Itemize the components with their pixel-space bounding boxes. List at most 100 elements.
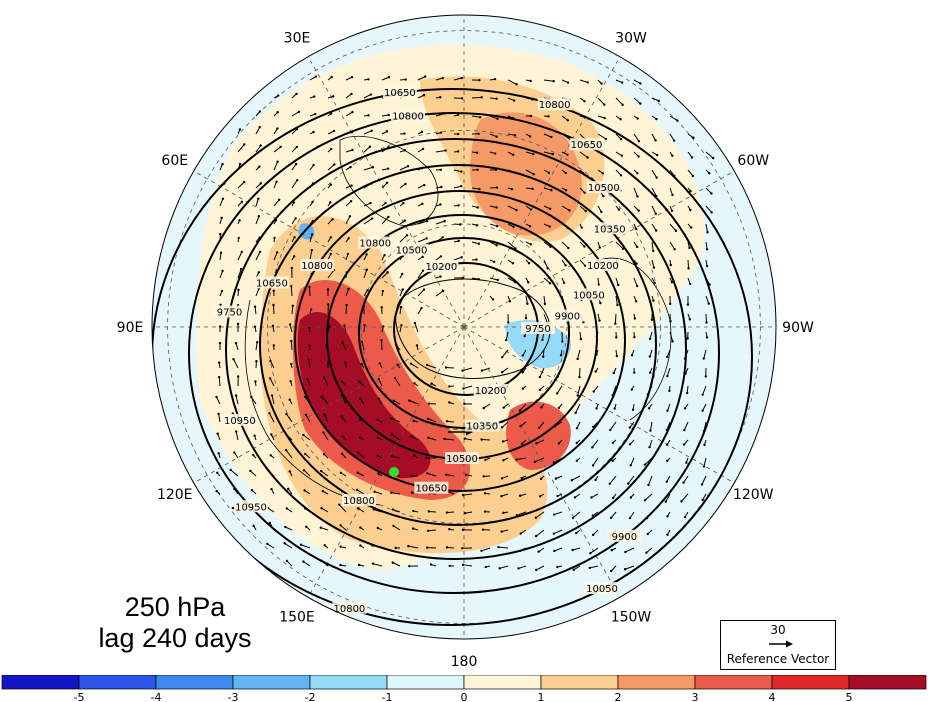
wind-vector-head [507, 321, 510, 324]
wind-vector [391, 455, 401, 459]
wind-vector [666, 421, 671, 431]
wind-vector [255, 145, 262, 153]
wind-vector [591, 439, 599, 448]
wind-vector [518, 565, 527, 569]
wind-vector-head [320, 395, 324, 398]
wind-vector [579, 169, 588, 177]
wind-vector-head [242, 180, 246, 184]
wind-vector-head [634, 300, 638, 303]
wind-vector-head [639, 102, 642, 105]
wind-vector-head [494, 168, 498, 171]
longitude-label: 30W [615, 31, 647, 47]
wind-vector-head [595, 335, 599, 338]
wind-vector-head [236, 322, 240, 326]
wind-vector-head [615, 354, 619, 358]
colorbar-box [232, 675, 311, 690]
wind-vector-head [309, 308, 313, 311]
wind-vector-head [542, 355, 545, 358]
wind-vector-head [538, 375, 542, 379]
wind-vector-head [383, 253, 386, 257]
wind-vector-head [518, 409, 521, 412]
wind-vector-head [636, 245, 639, 249]
wind-vector [633, 277, 638, 287]
wind-vector-head [313, 95, 316, 98]
wind-vector [218, 413, 221, 423]
colorbar-box [386, 675, 465, 690]
wind-vector [703, 349, 707, 359]
wind-vector [703, 421, 707, 432]
wind-vector-head [396, 363, 399, 366]
wind-vector-head [323, 413, 326, 416]
wind-vector [648, 475, 653, 486]
wind-vector [651, 133, 656, 141]
wind-vector [309, 146, 319, 153]
wind-vector-head [461, 547, 464, 550]
wind-vector [391, 418, 401, 423]
wind-vector-head [669, 263, 672, 267]
wind-vector-head [393, 376, 397, 380]
wind-vector-head [708, 283, 711, 286]
wind-vector [320, 560, 329, 567]
colorbar-box [540, 675, 619, 690]
wind-vector [489, 223, 498, 227]
wind-vector-head [240, 200, 244, 204]
wind-vector-head [413, 382, 416, 385]
wind-vector-head [425, 363, 429, 367]
wind-vector-head [362, 305, 366, 308]
wind-vector-head [215, 489, 218, 493]
wind-vector [271, 395, 275, 405]
wind-vector-head [387, 76, 391, 79]
wind-vector-head [534, 534, 538, 538]
wind-vector-head [232, 357, 235, 361]
wind-vector-head [302, 560, 305, 563]
wind-vector [649, 421, 653, 431]
wind-vector [539, 367, 545, 378]
wind-vector-head [519, 532, 522, 535]
wind-vector-head [556, 375, 560, 378]
wind-vector [669, 331, 674, 342]
wind-vector-head [293, 236, 296, 239]
wind-vector-head [314, 75, 318, 78]
wind-vector-head [293, 255, 296, 258]
contour-label: 10650 [384, 88, 416, 99]
wind-vector-head [648, 445, 651, 449]
wind-vector-head [666, 374, 669, 378]
wind-vector-head [339, 524, 342, 527]
wind-vector-head [366, 289, 369, 292]
wind-vector-head [624, 550, 627, 554]
wind-vector-head [275, 251, 279, 254]
wind-vector-head [511, 153, 515, 156]
wind-vector-head [381, 289, 385, 293]
wind-vector-head [609, 428, 612, 432]
wind-vector-head [666, 515, 669, 518]
wind-vector-head [481, 528, 485, 531]
wind-vector [666, 349, 671, 358]
wind-vector-head [620, 154, 624, 157]
wind-vector-head [326, 288, 330, 291]
wind-vector-head [422, 288, 426, 291]
wind-vector [356, 489, 365, 495]
wind-vector-head [691, 174, 695, 178]
wind-vector-head [268, 412, 271, 415]
wind-vector-head [217, 452, 220, 455]
wind-vector-head [390, 491, 393, 494]
wind-vector-head [219, 251, 223, 254]
wind-vector-head [673, 248, 676, 251]
wind-vector-head [308, 344, 311, 348]
shading-layer [196, 44, 704, 571]
wind-vector-head [253, 325, 257, 328]
wind-vector [392, 562, 401, 567]
wind-vector-head [443, 437, 446, 441]
wind-vector-head [591, 446, 594, 449]
pressure-level-label: 250 hPa [124, 592, 226, 622]
wind-vector-head [220, 216, 223, 220]
wind-vector-head [371, 166, 375, 169]
longitude-label: 120E [157, 487, 193, 503]
wind-vector-head [575, 459, 579, 462]
wind-vector [651, 259, 655, 268]
wind-vector-head [332, 129, 336, 133]
wind-vector-head [483, 510, 487, 513]
wind-vector [237, 268, 242, 279]
wind-vector [534, 457, 545, 463]
wind-vector-head [550, 135, 553, 139]
